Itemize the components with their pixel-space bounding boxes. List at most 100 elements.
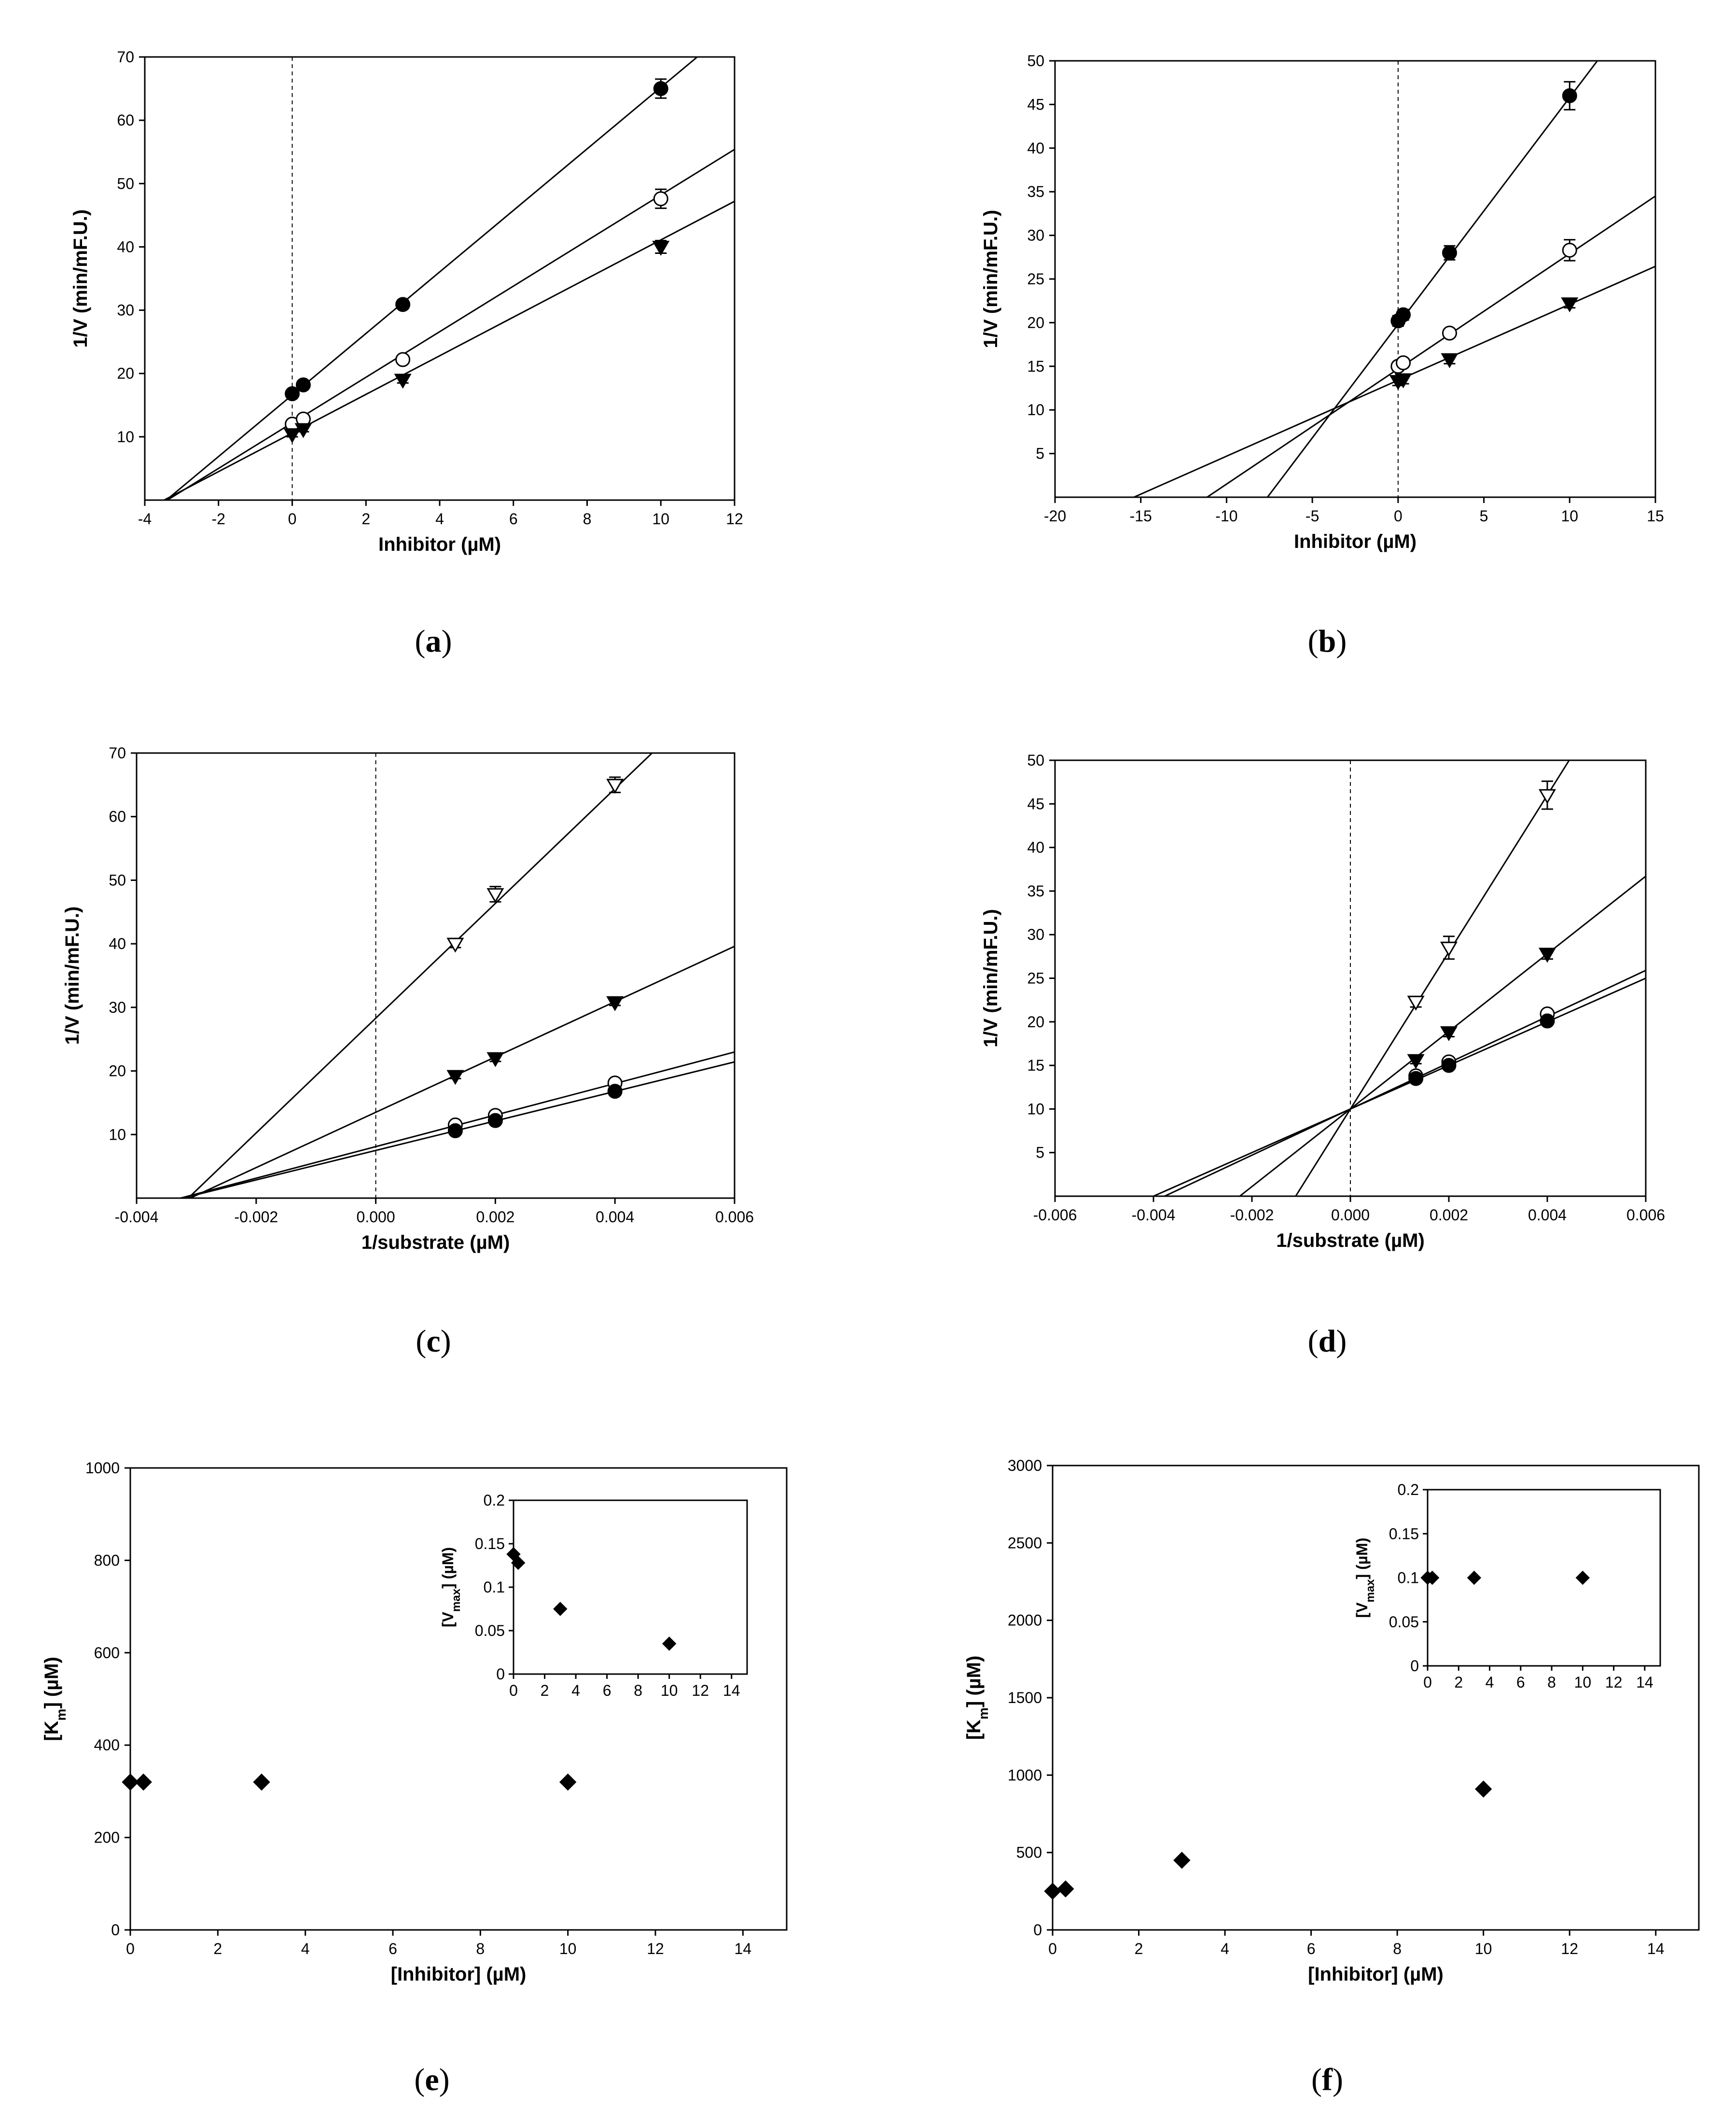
- x-tick-label: 12: [726, 510, 743, 528]
- y-tick-label: 20: [1027, 314, 1044, 331]
- inset-x-tick-label: 2: [1454, 1674, 1463, 1691]
- data-point: [1057, 1880, 1074, 1898]
- x-tick-label: 0.006: [1626, 1206, 1665, 1224]
- inset-y-tick-label: 0: [1410, 1657, 1419, 1675]
- x-tick-label: -20: [1044, 507, 1066, 525]
- y-tick-label: 35: [1027, 882, 1044, 900]
- data-point: [283, 428, 301, 444]
- y-tick-label: 15: [1027, 358, 1044, 375]
- data-point: [1044, 1883, 1061, 1900]
- y-tick-label: 40: [117, 238, 134, 255]
- data-point: [486, 1052, 504, 1067]
- data-point: [253, 1774, 270, 1791]
- y-axis-label: [Km] (µM): [963, 1656, 991, 1740]
- x-tick-label: 4: [435, 510, 444, 528]
- x-tick-label: -0.006: [1033, 1206, 1077, 1224]
- panel-label: (a): [415, 624, 452, 659]
- x-tick-label: -5: [1305, 507, 1319, 525]
- y-tick-label: 70: [109, 744, 126, 762]
- y-tick-label: 60: [117, 112, 134, 129]
- inset-chart: 0 2 4 6 8 10 12 14 0 0.05 0.1 0.15 0.2 [Vmax] (µM): [439, 1492, 748, 1699]
- data-point: [1408, 1071, 1424, 1086]
- y-tick-label: 45: [1027, 795, 1044, 812]
- panel-a: -4 -2 0 2 4 6 8 10 12 10 20 30 40 50 60 70 Inhibitor (µM…: [70, 48, 743, 659]
- inset-y-axis-label: [Vmax] (µM): [439, 1547, 463, 1627]
- inset-y-tick-label: 0.1: [1398, 1569, 1419, 1587]
- y-tick-label: 40: [109, 935, 126, 952]
- x-tick-label: 4: [301, 1940, 310, 1957]
- panel-label: (d): [1308, 1324, 1347, 1359]
- panel-label: (b): [1308, 624, 1347, 659]
- x-tick-label: -15: [1130, 507, 1152, 525]
- y-tick-label: 30: [109, 999, 126, 1016]
- x-tick-label: 0.004: [1528, 1206, 1567, 1224]
- x-tick-label: 0.000: [357, 1208, 395, 1226]
- x-tick-label: 6: [509, 510, 518, 528]
- data-point: [447, 1123, 463, 1138]
- data-point: [295, 377, 311, 392]
- y-tick-label: 70: [117, 48, 134, 66]
- x-tick-label: 0: [1394, 507, 1403, 525]
- y-tick-label: 25: [1027, 270, 1044, 288]
- y-tick-label: 20: [117, 365, 134, 382]
- y-tick-label: 10: [117, 428, 134, 446]
- y-tick-label: 1500: [1008, 1689, 1042, 1706]
- panel-e: 0 2 4 6 8 10 12 1402004006008001000[Inhibitor] …: [41, 1459, 788, 2097]
- series-Km: [1044, 1780, 1492, 1900]
- x-axis-label: [Inhibitor] (µM): [391, 1964, 527, 1985]
- inset-y-tick-label: 0: [496, 1665, 505, 1683]
- y-axis-label: [Km] (µM): [41, 1657, 69, 1741]
- y-tick-label: 20: [109, 1062, 126, 1080]
- y-tick-label: 10: [1027, 401, 1044, 419]
- fit-line: [164, 200, 735, 501]
- data-point: [653, 81, 668, 97]
- inset-y-tick-label: 0.2: [484, 1492, 505, 1509]
- y-tick-label: 10: [109, 1126, 126, 1143]
- inset-x-tick-label: 10: [661, 1682, 678, 1699]
- data-point: [1538, 948, 1556, 963]
- series-open-circle: [167, 149, 735, 501]
- x-axis-label: [Inhibitor] (µM): [1308, 1964, 1444, 1985]
- inset-chart: 0 2 4 6 8 10 12 14 0 0.05 0.1 0.15 0.2 [Vmax] (µM): [1353, 1481, 1661, 1691]
- data-point: [1407, 995, 1425, 1011]
- fit-line: [1207, 195, 1656, 498]
- x-tick-label: 0.000: [1331, 1206, 1370, 1224]
- x-tick-label: 4: [1221, 1940, 1229, 1957]
- x-tick-label: 0.002: [476, 1208, 514, 1226]
- x-tick-label: 10: [1561, 507, 1578, 525]
- data-point: [294, 423, 312, 438]
- y-tick-label: 60: [109, 808, 126, 825]
- y-tick-label: 35: [1027, 183, 1044, 200]
- data-point: [1441, 353, 1458, 368]
- inset-y-tick-label: 0.15: [1389, 1525, 1419, 1542]
- data-point: [446, 1070, 464, 1085]
- y-tick-label: 15: [1027, 1057, 1044, 1074]
- series-filled-triangle: [190, 946, 735, 1199]
- x-tick-label: 5: [1480, 507, 1488, 525]
- data-point: [395, 352, 411, 367]
- inset-x-tick-label: 6: [603, 1682, 611, 1699]
- x-tick-label: 12: [1561, 1940, 1578, 1957]
- x-axis-label: Inhibitor (µM): [1294, 531, 1417, 552]
- data-point: [446, 937, 464, 953]
- data-point: [122, 1774, 139, 1791]
- series-filled-circle: [1266, 60, 1598, 498]
- data-point: [1442, 325, 1457, 341]
- x-tick-label: 12: [647, 1940, 664, 1957]
- x-tick-label: 15: [1647, 507, 1664, 525]
- data-point: [1561, 297, 1579, 313]
- y-axis-label: 1/V (min/mF.U.): [980, 210, 1001, 349]
- data-point: [1396, 355, 1411, 371]
- inset-data-point: [1575, 1570, 1590, 1585]
- x-tick-label: 0.004: [596, 1208, 634, 1226]
- data-point: [607, 1084, 623, 1099]
- inset-data-point: [1467, 1570, 1482, 1585]
- x-tick-label: 0: [288, 510, 297, 528]
- x-tick-label: 10: [559, 1940, 577, 1957]
- y-tick-label: 40: [1027, 839, 1044, 856]
- fit-line: [1266, 60, 1598, 498]
- panel-f: 0 2 4 6 8 10 12 14050010001500200025003000[Inhi…: [963, 1457, 1700, 2097]
- series-filled-circle: [182, 1061, 735, 1199]
- data-point: [487, 1113, 503, 1128]
- y-axis-label: 1/V (min/mF.U.): [70, 210, 91, 348]
